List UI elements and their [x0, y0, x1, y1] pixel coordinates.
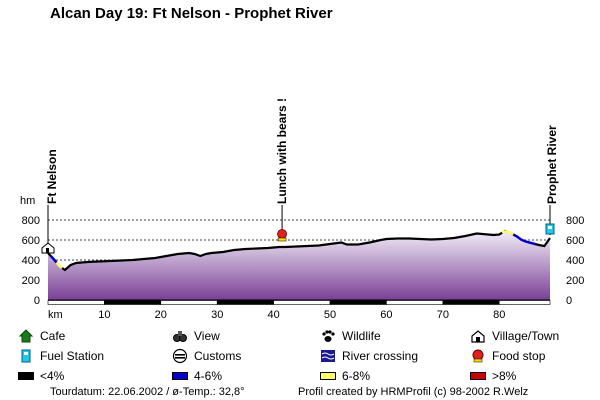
- legend-label: 4-6%: [194, 369, 223, 383]
- fuel-station-icon: [545, 223, 555, 235]
- elevation-chart: 0 0 200 200 400 400 600 600 800 800 10 20 30 40 50 60 70…: [20, 98, 584, 321]
- x-tick-label: 40: [267, 309, 279, 321]
- x-axis-unit-label: km: [48, 309, 63, 321]
- legend-label: <4%: [40, 369, 65, 383]
- legend-item: <4%: [18, 367, 64, 385]
- legend-row: <4% 4-6% 6-8% >8%: [0, 367, 600, 385]
- swatch-blue: [172, 372, 188, 380]
- legend-item: 4-6%: [172, 367, 222, 385]
- customs-icon: [172, 348, 188, 364]
- paw-icon: [322, 330, 335, 342]
- village-icon: [41, 242, 55, 254]
- y-tick-label-right: 400: [566, 255, 584, 267]
- legend-label: Customs: [194, 349, 242, 363]
- elevation-area: [48, 231, 550, 300]
- legend-label: Fuel Station: [40, 349, 105, 363]
- fuel-pump-window: [548, 226, 552, 229]
- legend-item: Food stop: [470, 347, 545, 365]
- footer: Tourdatum: 22.06.2002 / ø-Temp.: 32,8° P…: [0, 386, 600, 400]
- y-tick-label-right: 0: [566, 295, 572, 307]
- cafe-icon: [18, 329, 34, 343]
- footer-tour-info: Tourdatum: 22.06.2002 / ø-Temp.: 32,8°: [50, 386, 245, 398]
- x-tick-label: 20: [155, 309, 167, 321]
- legend-label: Cafe: [40, 329, 66, 343]
- elevation-profile-line: [47, 229, 551, 272]
- place-markers: Ft Nelson Lunch with bears ! Prophet River: [41, 98, 559, 254]
- legend-label: Village/Town: [492, 329, 560, 343]
- legend-item: Fuel Station: [18, 347, 104, 365]
- km-scale-segment: [386, 300, 444, 305]
- legend-item: Customs: [172, 347, 241, 365]
- gradient-segment: [49, 255, 58, 264]
- gradient-segment: [55, 261, 63, 269]
- legend-item: Village/Town: [470, 327, 559, 345]
- km-scale-segment: [442, 300, 500, 305]
- km-scale-segment: [329, 300, 387, 305]
- y-axis-unit-label: hm: [20, 195, 35, 207]
- swatch-red: [470, 372, 486, 380]
- km-scale-segment: [47, 300, 105, 305]
- y-tick-label-right: 600: [566, 235, 584, 247]
- axes: 0 0 200 200 400 400 600 600 800 800 10 20 30 40 50 60 70…: [20, 195, 584, 321]
- gradient-segment: [512, 233, 528, 244]
- food-stop-shape: [277, 229, 287, 239]
- y-tick-label-right: 800: [566, 215, 584, 227]
- food-stop-icon: [277, 229, 287, 242]
- legend-item: Wildlife: [320, 327, 381, 345]
- legend-row: Fuel Station Customs River crossing Food st…: [0, 347, 600, 365]
- km-scale-segment: [273, 300, 331, 305]
- legend-item: Cafe: [18, 327, 65, 345]
- house-door: [46, 248, 49, 253]
- legend-label: Wildlife: [342, 329, 381, 343]
- x-tick-label: 80: [493, 309, 505, 321]
- legend-label: >8%: [492, 369, 517, 383]
- legend-label: Food stop: [492, 349, 546, 363]
- place-label: Lunch with bears !: [275, 98, 289, 204]
- legend-row: Cafe View Wildlife Village/Town: [0, 327, 600, 345]
- river-crossing-icon: [321, 350, 335, 362]
- fuel-station-icon: [21, 349, 31, 363]
- km-scale-segment: [498, 300, 551, 305]
- x-tick-label: 50: [324, 309, 336, 321]
- swatch-yellow: [320, 372, 336, 380]
- legend-label: River crossing: [342, 349, 419, 363]
- km-scale-segment: [216, 300, 274, 305]
- place-label: Ft Nelson: [45, 149, 59, 204]
- y-tick-label-left: 200: [22, 275, 40, 287]
- x-tick-label: 30: [211, 309, 223, 321]
- legend-label: View: [194, 329, 220, 343]
- legend-item: >8%: [470, 367, 516, 385]
- village-icon: [471, 330, 485, 343]
- km-scale-segment: [104, 300, 162, 305]
- km-scale-segment: [160, 300, 218, 305]
- y-tick-label-left: 600: [22, 235, 40, 247]
- binoculars-icon: [173, 331, 187, 342]
- food-stop-base: [277, 237, 287, 242]
- swatch-black: [18, 372, 34, 380]
- x-tick-label: 60: [380, 309, 392, 321]
- y-tick-label-left: 800: [22, 215, 40, 227]
- legend-item: River crossing: [320, 347, 418, 365]
- footer-credits: Profil created by HRMProfil (c) 98-2002 …: [298, 386, 529, 398]
- place-label: Prophet River: [545, 125, 559, 204]
- legend-label: 6-8%: [342, 369, 371, 383]
- y-tick-label-left: 400: [22, 255, 40, 267]
- x-tick-label: 10: [98, 309, 110, 321]
- x-tick-label: 70: [437, 309, 449, 321]
- chart-title: Alcan Day 19: Ft Nelson - Prophet River: [50, 5, 333, 22]
- food-stop-icon: [472, 349, 484, 363]
- gradient-segments: [49, 230, 537, 269]
- legend-item: View: [172, 327, 220, 345]
- y-tick-label-left: 0: [34, 295, 40, 307]
- legend-item: 6-8%: [320, 367, 370, 385]
- y-tick-label-right: 200: [566, 275, 584, 287]
- gradient-segment: [527, 240, 537, 246]
- gradient-segment: [501, 230, 514, 236]
